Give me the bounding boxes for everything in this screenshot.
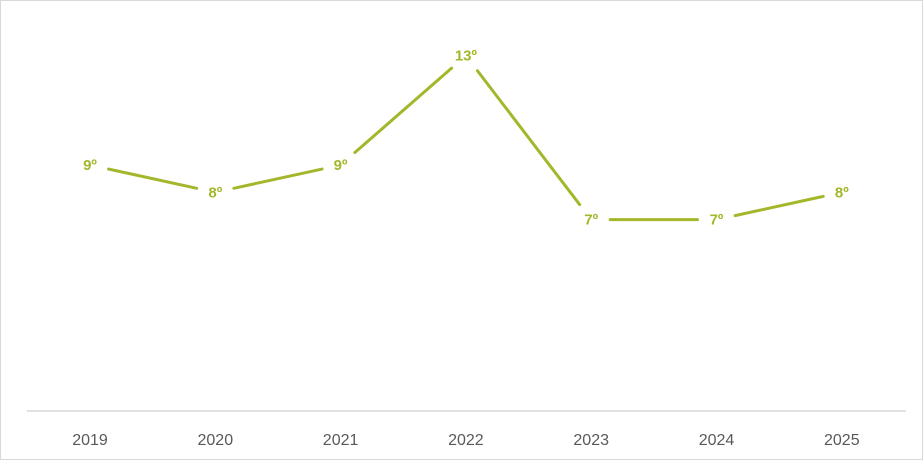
series-line-segment <box>733 194 825 218</box>
x-tick-label: 2023 <box>573 432 609 449</box>
series-layer <box>107 66 825 222</box>
x-tick-label: 2022 <box>448 432 484 449</box>
x-tick-label: 2020 <box>198 432 234 449</box>
series-line-segment <box>353 66 454 155</box>
series-line-segment <box>475 69 582 207</box>
series-line-segment <box>107 167 199 190</box>
series-line-segment <box>232 167 324 190</box>
data-label: 7º <box>584 212 598 229</box>
data-label: 13º <box>455 48 478 65</box>
data-label: 9º <box>334 157 348 174</box>
data-label: 9º <box>83 157 97 174</box>
data-label: 8º <box>835 184 849 201</box>
data-label: 8º <box>208 184 222 201</box>
data-label: 7º <box>710 212 724 229</box>
data-label-layer: 9º 8º 9º 13º 7º 7º 8º <box>83 48 849 229</box>
x-tick-label: 2025 <box>824 432 860 449</box>
x-tick-label: 2019 <box>72 432 108 449</box>
x-tick-label: 2021 <box>323 432 359 449</box>
x-tick-layer: 2019 2020 2021 2022 2023 2024 2025 <box>72 432 859 449</box>
x-tick-label: 2024 <box>699 432 735 449</box>
